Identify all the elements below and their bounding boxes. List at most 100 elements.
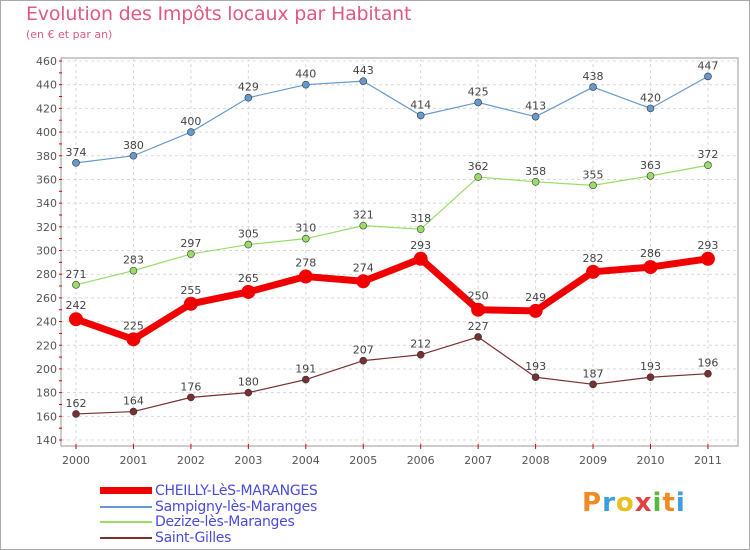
data-point-0-2004 xyxy=(298,269,313,284)
data-point-1-2004 xyxy=(301,80,310,89)
data-point-3-2005 xyxy=(359,356,368,365)
data-point-1-2010 xyxy=(646,104,655,113)
chart-title: Evolution des Impôts locaux par Habitant xyxy=(26,3,412,25)
data-point-2-2004 xyxy=(301,234,310,243)
data-point-3-2001 xyxy=(129,407,138,416)
data-label-3-2004: 191 xyxy=(295,363,316,376)
data-point-3-2010 xyxy=(646,373,655,382)
data-point-3-2006 xyxy=(416,350,425,359)
legend-swatch-dezize xyxy=(100,521,152,523)
logo-letter: P xyxy=(582,488,603,518)
data-point-0-2010 xyxy=(643,260,658,275)
data-point-1-2009 xyxy=(589,83,597,91)
y-tick-label-340: 340 xyxy=(36,197,57,210)
y-tick-label-300: 300 xyxy=(36,245,57,258)
data-point-1-2002 xyxy=(187,128,195,136)
data-label-2-2010: 363 xyxy=(640,159,661,172)
data-label-1-2009: 438 xyxy=(583,70,604,83)
data-point-3-2011 xyxy=(704,369,712,378)
data-point-0-2006 xyxy=(413,251,428,266)
data-point-0-2002 xyxy=(183,296,198,311)
logo-letter: i xyxy=(652,488,663,518)
y-tick-label-200: 200 xyxy=(36,363,57,376)
data-label-0-2010: 286 xyxy=(640,247,661,260)
data-label-0-2003: 265 xyxy=(238,272,259,285)
series-line-2 xyxy=(75,164,709,286)
x-tick-label-2002: 2002 xyxy=(177,454,205,467)
data-point-1-2008 xyxy=(531,112,540,121)
data-label-0-2009: 282 xyxy=(583,252,604,265)
legend-swatch-sampigny xyxy=(100,506,152,508)
data-point-0-2009 xyxy=(586,264,601,279)
data-point-2-2010 xyxy=(646,172,655,180)
y-tick-label-400: 400 xyxy=(36,126,57,139)
data-point-0-2007 xyxy=(471,302,486,317)
x-tick-label-2009: 2009 xyxy=(579,454,607,467)
data-point-3-2004 xyxy=(301,375,310,384)
y-tick-label-320: 320 xyxy=(36,221,57,234)
data-label-3-2002: 176 xyxy=(180,380,201,393)
y-tick-label-380: 380 xyxy=(36,150,57,163)
data-label-0-2005: 274 xyxy=(353,261,374,274)
data-label-1-2011: 447 xyxy=(697,59,718,72)
data-point-2-2000 xyxy=(72,281,80,289)
x-tick-label-2003: 2003 xyxy=(234,454,262,467)
data-point-1-2007 xyxy=(474,98,482,107)
y-tick-label-140: 140 xyxy=(36,434,57,447)
data-point-1-2003 xyxy=(244,93,253,102)
data-label-0-2002: 255 xyxy=(180,284,201,297)
y-tick-label-180: 180 xyxy=(36,387,57,400)
data-label-1-2005: 443 xyxy=(353,64,374,77)
data-label-1-2003: 429 xyxy=(238,81,259,94)
data-point-3-2008 xyxy=(531,373,540,382)
plot-frame xyxy=(60,57,739,447)
data-point-2-2006 xyxy=(416,225,425,233)
y-tick-label-280: 280 xyxy=(36,268,57,281)
series-line-3 xyxy=(75,336,709,415)
legend-swatch-cheilly xyxy=(100,487,152,494)
data-label-2-2004: 310 xyxy=(295,222,316,235)
y-tick-label-420: 420 xyxy=(36,102,57,115)
data-label-2-2008: 358 xyxy=(525,165,546,178)
data-label-3-2005: 207 xyxy=(353,344,374,357)
legend-label-cheilly: CHEILLY-LèS-MARANGES xyxy=(155,483,318,499)
legend-label-saint-gilles: Saint-Gilles xyxy=(155,530,232,546)
x-tick-label-2008: 2008 xyxy=(522,454,550,467)
data-label-3-2001: 164 xyxy=(123,395,144,408)
y-tick-label-360: 360 xyxy=(36,173,57,186)
data-point-3-2000 xyxy=(72,410,80,418)
logo-letter: r xyxy=(602,488,616,518)
data-label-3-2007: 227 xyxy=(468,320,489,333)
data-point-3-2003 xyxy=(244,388,253,397)
data-label-1-2002: 400 xyxy=(180,115,201,128)
data-point-2-2003 xyxy=(244,240,253,249)
data-point-1-2001 xyxy=(129,151,138,160)
logo-letter: o xyxy=(615,488,635,518)
data-point-3-2002 xyxy=(187,393,195,402)
data-label-0-2006: 293 xyxy=(410,239,431,252)
data-label-0-2004: 278 xyxy=(295,257,316,270)
data-point-0-2011 xyxy=(700,251,715,266)
data-label-1-2010: 420 xyxy=(640,91,661,104)
data-label-3-2003: 180 xyxy=(238,376,259,389)
x-tick-label-2011: 2011 xyxy=(694,454,722,467)
data-point-0-2003 xyxy=(241,284,256,299)
data-point-2-2005 xyxy=(359,221,368,230)
data-label-0-2001: 225 xyxy=(123,319,144,332)
x-tick-label-2005: 2005 xyxy=(349,454,377,467)
data-label-2-2006: 318 xyxy=(410,212,431,225)
data-label-1-2006: 414 xyxy=(410,98,431,111)
data-label-0-2011: 293 xyxy=(697,239,718,252)
series-line-0 xyxy=(72,255,712,343)
logo-letter: i xyxy=(675,488,686,518)
y-tick-label-460: 460 xyxy=(36,55,57,68)
x-tick-label-2001: 2001 xyxy=(119,454,147,467)
chart-subtitle: (en € et par an) xyxy=(26,28,113,41)
y-tick-label-240: 240 xyxy=(36,316,57,329)
data-label-3-2011: 196 xyxy=(697,357,718,370)
data-label-1-2001: 380 xyxy=(123,139,144,152)
y-tick-label-160: 160 xyxy=(36,410,57,423)
data-label-2-2000: 271 xyxy=(66,268,87,281)
data-label-0-2008: 249 xyxy=(525,291,546,304)
legend-swatch-saint-gilles xyxy=(100,537,152,539)
